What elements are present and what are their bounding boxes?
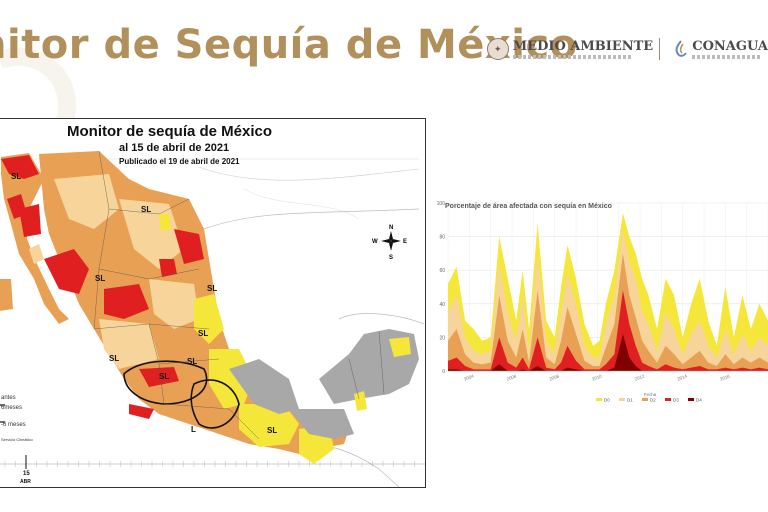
legend-swatch	[619, 398, 625, 401]
legend-swatch	[596, 398, 602, 401]
legend-label: D0	[604, 398, 610, 403]
map-published: Publicado el 19 de abril de 2021	[119, 157, 240, 166]
y-tick-label: 40	[439, 302, 445, 308]
timeline-month-label: ABR	[20, 479, 31, 485]
drought-map-panel: SL SL SL SL SL SL SL SL L SL N S E W ant…	[0, 118, 426, 488]
legend-swatch	[665, 398, 671, 401]
legend-fragment: -6 meses	[1, 422, 26, 428]
legend-label: D3	[673, 398, 679, 403]
region-label: SL	[159, 372, 169, 381]
compass-w: W	[372, 239, 378, 245]
map-title: Monitor de sequía de México	[67, 123, 273, 140]
legend-swatch	[688, 398, 694, 401]
government-seal-icon: ✦	[486, 38, 509, 60]
y-tick-label: 60	[439, 268, 445, 274]
mexico-drought-map: SL SL SL SL SL SL SL SL L SL N S E W ant…	[0, 150, 425, 487]
region-label: SL	[109, 354, 119, 363]
x-tick-label: 2010	[591, 373, 603, 381]
legend-swatch	[642, 398, 648, 401]
legend-fragment: 6meses	[1, 405, 22, 411]
chart-title: Porcentaje de área afectada con sequía e…	[445, 203, 612, 210]
header-logos: ✦ MEDIO AMBIENTE CONAGUA	[479, 38, 768, 60]
legend-label: D2	[650, 398, 656, 403]
region-label: SL	[267, 426, 277, 435]
y-tick-label: 100	[437, 201, 446, 207]
legend-fragment: antes	[1, 395, 16, 401]
drought-area-chart: 0 20 40 60 80 100 2004 2006 2008 2010 2012 2014 2016…	[428, 196, 768, 410]
x-tick-label: 2006	[506, 373, 518, 381]
logo-subtitle-line	[692, 55, 763, 59]
logo-name-medio-ambiente: MEDIO AMBIENTE	[512, 39, 654, 54]
area-series-D0	[448, 213, 768, 371]
x-tick-label: 2008	[549, 373, 561, 381]
logo-separator	[659, 38, 661, 60]
region-label: SL	[198, 329, 208, 338]
y-tick-label: 20	[439, 335, 445, 341]
chart-canvas: 0 20 40 60 80 100 2004 2006 2008 2010 2012 2014 2016…	[437, 201, 768, 403]
logo-medio-ambiente: ✦ MEDIO AMBIENTE	[486, 38, 654, 60]
timeline-tick-label: 15	[23, 471, 30, 477]
x-axis-label: Fecha	[644, 392, 657, 397]
area-series-D2	[448, 253, 768, 371]
slide-title: nitor de Sequía de México	[0, 22, 578, 68]
conagua-drop-icon	[675, 40, 688, 57]
x-tick-label: 2014	[677, 373, 689, 381]
legend-label: D4	[696, 398, 702, 403]
compass-e: E	[403, 239, 407, 245]
compass-n: N	[389, 225, 393, 231]
region-label: SL	[187, 357, 197, 366]
region-label: SL	[141, 205, 151, 214]
map-date: al 15 de abril de 2021	[119, 142, 230, 154]
y-tick-label: 0	[442, 369, 445, 375]
region-label: SL	[207, 284, 217, 293]
logo-name-conagua: CONAGUA	[692, 39, 768, 54]
x-tick-label: 2016	[719, 373, 731, 381]
logo-conagua: CONAGUA	[674, 39, 768, 59]
region-label: SL	[11, 172, 21, 181]
logo-subtitle-line	[512, 55, 633, 59]
x-tick-label: 2012	[634, 373, 646, 381]
y-tick-label: 80	[439, 235, 445, 241]
region-label: SL	[95, 274, 105, 283]
x-tick-label: 2004	[463, 373, 475, 381]
compass-s: S	[389, 255, 393, 261]
compass-rose-icon: N S E W	[372, 225, 407, 261]
map-timeline: 15 ABR	[0, 455, 425, 485]
legend-fragment: Servicio Climático	[1, 437, 34, 442]
region-label: L	[191, 425, 196, 434]
legend-label: D1	[627, 398, 633, 403]
